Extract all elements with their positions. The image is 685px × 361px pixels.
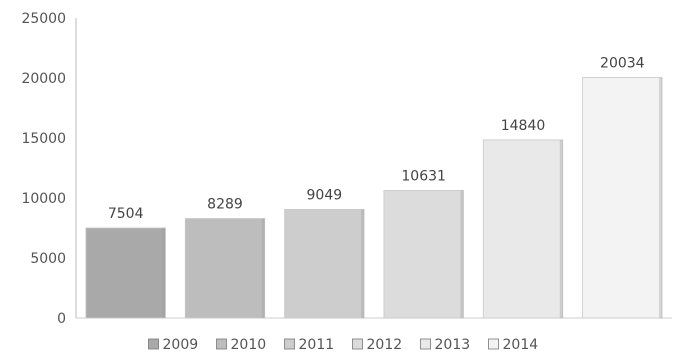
legend-label: 2012 [367,337,403,353]
y-tick-label: 25000 [21,11,66,27]
bar [482,139,564,319]
bar [184,218,266,319]
data-label: 9049 [307,187,343,203]
y-tick-label: 0 [57,311,66,327]
legend-swatch [284,338,295,350]
axes-group: 0 5000 10000 15000 20000 25000 [21,11,672,327]
legend-swatch [488,338,499,350]
legend-label: 2010 [231,337,267,353]
bars-group [85,77,663,319]
legend-label: 2014 [503,337,539,353]
bar [383,190,464,319]
bar-edge [162,227,166,318]
y-tick-label: 15000 [21,131,66,147]
bar [85,227,166,319]
legend-swatch [420,338,431,350]
y-tick-label: 20000 [21,71,66,87]
legend: 2009 2010 2011 2012 2013 2014 [148,337,539,353]
data-label: 10631 [401,168,446,184]
bar [284,209,365,319]
bar-edge [261,218,265,318]
data-label: 8289 [207,197,243,213]
legend-swatch [216,338,227,350]
bar-edge [659,77,663,318]
legend-swatch [148,338,159,350]
bar-edge [559,139,563,318]
legend-label: 2011 [299,337,335,353]
data-labels-group: 7504 8289 9049 10631 14840 20034 [108,56,645,222]
bar-edge [460,190,464,318]
bar [582,77,663,319]
legend-label: 2013 [435,337,471,353]
data-label: 7504 [108,206,144,222]
data-label: 20034 [600,56,645,72]
legend-swatch [352,338,363,350]
y-tick-label: 10000 [21,191,66,207]
y-tick-label: 5000 [30,251,66,267]
legend-label: 2009 [163,337,199,353]
bar-edge [361,209,365,318]
data-label: 14840 [501,118,546,134]
